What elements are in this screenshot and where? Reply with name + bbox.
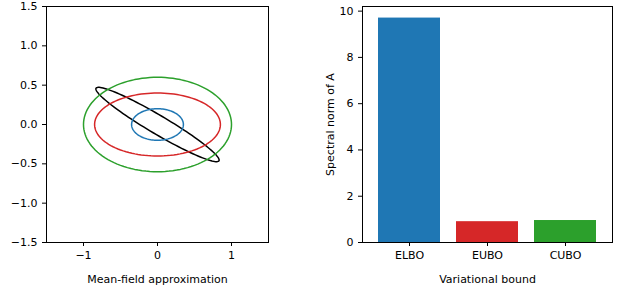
svg-text:8: 8 [347, 51, 354, 64]
svg-text:1.0: 1.0 [20, 39, 38, 52]
svg-text:1.5: 1.5 [20, 0, 38, 13]
svg-text:0.0: 0.0 [20, 118, 38, 131]
svg-text:0.5: 0.5 [20, 79, 38, 92]
svg-text:10: 10 [340, 5, 354, 18]
svg-text:ELBO: ELBO [395, 249, 424, 262]
svg-text:2: 2 [347, 190, 354, 203]
svg-text:0: 0 [347, 236, 354, 249]
svg-text:Mean-field approximation: Mean-field approximation [87, 273, 228, 286]
svg-text:−1.5: −1.5 [11, 236, 38, 249]
svg-text:EUBO: EUBO [472, 249, 503, 262]
svg-text:0: 0 [154, 249, 161, 262]
svg-text:CUBO: CUBO [550, 249, 582, 262]
svg-text:6: 6 [347, 97, 354, 110]
svg-text:Spectral norm of A: Spectral norm of A [324, 73, 337, 176]
svg-text:Variational bound: Variational bound [439, 273, 536, 286]
svg-text:4: 4 [347, 143, 354, 156]
svg-text:−1: −1 [75, 249, 91, 262]
svg-text:−1.0: −1.0 [11, 197, 38, 210]
svg-text:1: 1 [228, 249, 235, 262]
svg-text:−0.5: −0.5 [11, 157, 38, 170]
